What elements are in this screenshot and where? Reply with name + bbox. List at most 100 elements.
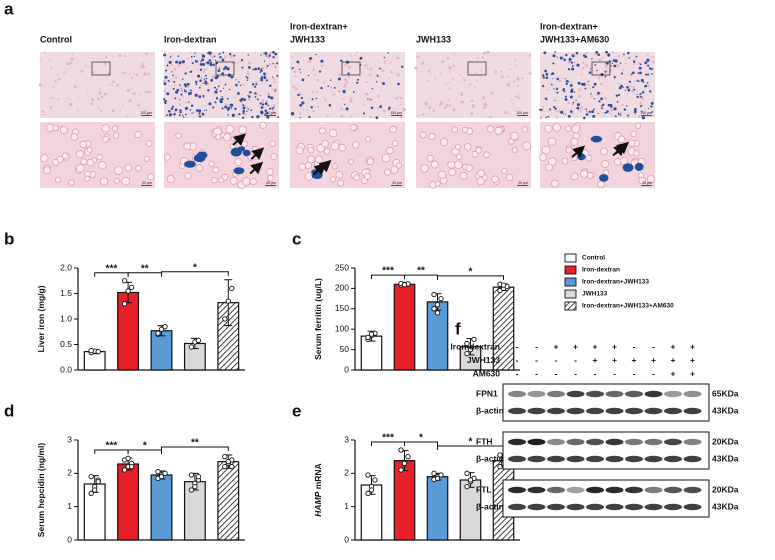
nucleus (124, 164, 132, 172)
iron-deposit (212, 63, 215, 67)
tissue-speck (567, 101, 571, 105)
legend-swatch (564, 289, 577, 299)
iron-deposit (199, 79, 202, 82)
iron-deposit (184, 72, 187, 75)
iron-deposit (370, 98, 372, 101)
tissue-speck (244, 105, 248, 109)
iron-deposit (218, 53, 220, 55)
nucleus (269, 140, 276, 147)
bar (117, 291, 140, 371)
blot-band (683, 486, 702, 494)
tissue-speck (635, 52, 637, 54)
tissue-speck (306, 108, 309, 111)
tissue-speck (74, 85, 77, 89)
iron-deposit (333, 86, 336, 89)
tissue-speck (39, 60, 42, 62)
iron-deposit (554, 107, 557, 110)
iron-deposit (591, 57, 593, 60)
scale-bar-label: 100 μm (264, 111, 276, 115)
scale-bar-label: 100 μm (640, 111, 652, 115)
tissue-speck (390, 61, 392, 64)
iron-deposit (243, 98, 246, 102)
iron-deposit (628, 80, 632, 83)
data-point (464, 484, 470, 490)
nucleus (541, 145, 551, 155)
micrograph-texture (38, 52, 152, 118)
nucleus (396, 162, 402, 169)
tissue-speck (49, 105, 53, 109)
nucleus (184, 172, 192, 180)
tissue-speck (482, 81, 484, 84)
nucleus (323, 148, 331, 155)
tissue-speck (69, 61, 73, 65)
iron-deposit (307, 74, 310, 77)
iron-deposit (254, 95, 257, 98)
nucleus (225, 124, 235, 134)
y-tick-label: 0 (344, 364, 349, 374)
iron-deposit (180, 93, 183, 96)
iron-deposit (246, 76, 249, 79)
nucleus (331, 163, 338, 170)
iron-deposit (247, 54, 250, 56)
significance-label: * (143, 441, 147, 452)
nucleus (321, 140, 329, 148)
iron-deposit (619, 114, 622, 116)
tissue-speck (223, 55, 227, 59)
tissue-speck (293, 70, 297, 74)
tissue-speck (122, 71, 125, 74)
blot-band (586, 407, 604, 415)
iron-deposit (201, 112, 205, 116)
tissue-speck (448, 66, 452, 70)
tissue-speck (237, 115, 240, 118)
nucleus (389, 125, 397, 134)
iron-deposit (237, 92, 240, 95)
size-label: 43KDa (712, 405, 739, 415)
tissue-speck (92, 57, 94, 60)
iron-deposit (207, 51, 211, 55)
tissue-speck (476, 79, 479, 82)
tissue-speck (471, 104, 475, 108)
iron-deposit (371, 87, 374, 90)
tissue-speck (315, 90, 318, 93)
nucleus (491, 175, 499, 183)
iron-deposit (575, 99, 577, 101)
iron-deposit (179, 110, 182, 114)
tissue-speck (380, 89, 382, 91)
tissue-speck (57, 58, 60, 61)
tissue-speck (425, 103, 428, 106)
tissue-speck (350, 115, 353, 118)
tissue-speck (604, 64, 608, 68)
iron-deposit (604, 70, 607, 73)
tissue-speck (449, 104, 452, 107)
nucleus (463, 143, 472, 151)
iron-deposit (252, 68, 255, 71)
nucleus (241, 140, 248, 148)
nucleus (448, 168, 457, 176)
iron-deposit (265, 55, 268, 57)
tissue-speck (611, 60, 614, 64)
nucleus (521, 126, 528, 133)
iron-deposit (378, 67, 381, 70)
iron-deposit (254, 92, 257, 95)
tissue-speck (402, 110, 404, 112)
iron-deposit (387, 52, 390, 54)
significance-bracket (404, 441, 438, 446)
iron-deposit (640, 110, 643, 113)
iron-deposit (171, 71, 173, 73)
iron-deposit (201, 77, 203, 79)
tissue-speck (214, 73, 216, 76)
nucleus (386, 146, 394, 155)
data-point (125, 288, 131, 294)
iron-deposit (272, 62, 275, 65)
iron-deposit (291, 67, 294, 70)
iron-deposit (622, 163, 634, 172)
iron-deposit (613, 64, 617, 68)
nucleus (59, 126, 68, 134)
tissue-speck (343, 84, 347, 88)
tissue-speck (490, 91, 494, 95)
scale-bar-label: 100 μm (516, 111, 528, 115)
tissue-speck (261, 114, 264, 116)
iron-deposit (638, 80, 640, 83)
tissue-speck (439, 72, 442, 75)
iron-deposit (605, 62, 609, 65)
